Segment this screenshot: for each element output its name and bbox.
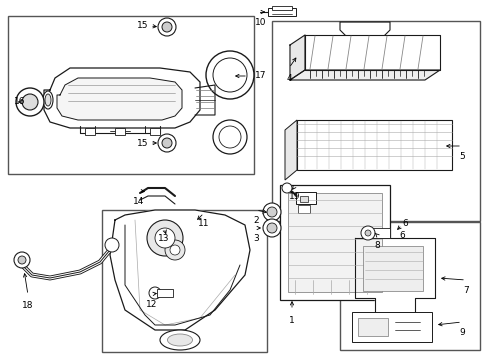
Bar [297,205,309,213]
Bar [280,185,389,300]
Circle shape [263,219,281,237]
Text: 17: 17 [254,71,266,80]
Bar [339,222,479,350]
Bar [362,246,422,291]
Circle shape [18,256,26,264]
Ellipse shape [167,334,192,346]
Text: 11: 11 [198,219,209,228]
Circle shape [149,287,161,299]
Bar [85,128,95,135]
Text: 14: 14 [133,197,144,206]
Circle shape [263,203,281,221]
Bar [295,192,315,204]
Circle shape [158,134,176,152]
Text: 5: 5 [458,152,464,161]
Circle shape [22,94,38,110]
Circle shape [266,207,276,217]
Bar [371,228,389,238]
Polygon shape [44,68,200,128]
Bar [296,120,451,170]
Bar [8,16,253,174]
Text: 15: 15 [136,139,148,148]
Circle shape [162,138,172,148]
Text: 2: 2 [253,216,258,225]
Circle shape [364,230,370,236]
Circle shape [219,126,241,148]
Bar [299,196,307,202]
Bar [102,210,266,352]
Circle shape [170,245,180,255]
Circle shape [164,240,184,260]
Bar [287,193,381,292]
Circle shape [266,223,276,233]
Circle shape [105,238,119,252]
Circle shape [14,252,30,268]
Text: 18: 18 [22,301,34,310]
Text: 1: 1 [288,316,294,325]
Circle shape [213,120,246,154]
Circle shape [162,22,172,32]
Circle shape [205,51,253,99]
Bar [351,312,431,342]
Circle shape [282,183,291,193]
Text: 10: 10 [255,18,266,27]
Polygon shape [305,35,439,70]
Circle shape [16,88,44,116]
Text: 15: 15 [136,21,148,30]
Circle shape [360,226,374,240]
Bar [271,6,291,10]
Ellipse shape [45,94,51,106]
Polygon shape [289,35,305,80]
Circle shape [155,228,175,248]
Bar [150,128,160,135]
Polygon shape [285,120,296,180]
Circle shape [147,220,183,256]
Text: 8: 8 [373,241,379,250]
Text: 3: 3 [253,234,258,243]
Ellipse shape [43,91,53,109]
Circle shape [213,58,246,92]
Bar [157,289,173,297]
Text: 19: 19 [289,192,300,201]
Text: 12: 12 [146,300,157,309]
Bar [267,8,295,16]
Text: 4: 4 [285,74,291,83]
Bar [357,318,387,336]
Text: 6: 6 [401,219,407,228]
Ellipse shape [160,330,200,350]
Polygon shape [289,70,439,80]
Bar [115,128,125,135]
Polygon shape [57,78,182,120]
Circle shape [158,18,176,36]
Polygon shape [354,238,434,318]
Bar [271,21,479,221]
Text: 13: 13 [158,234,169,243]
Polygon shape [110,210,249,330]
Text: 7: 7 [462,286,468,295]
Text: 9: 9 [458,328,464,337]
Text: 6: 6 [398,231,404,240]
Text: 16: 16 [14,98,25,107]
